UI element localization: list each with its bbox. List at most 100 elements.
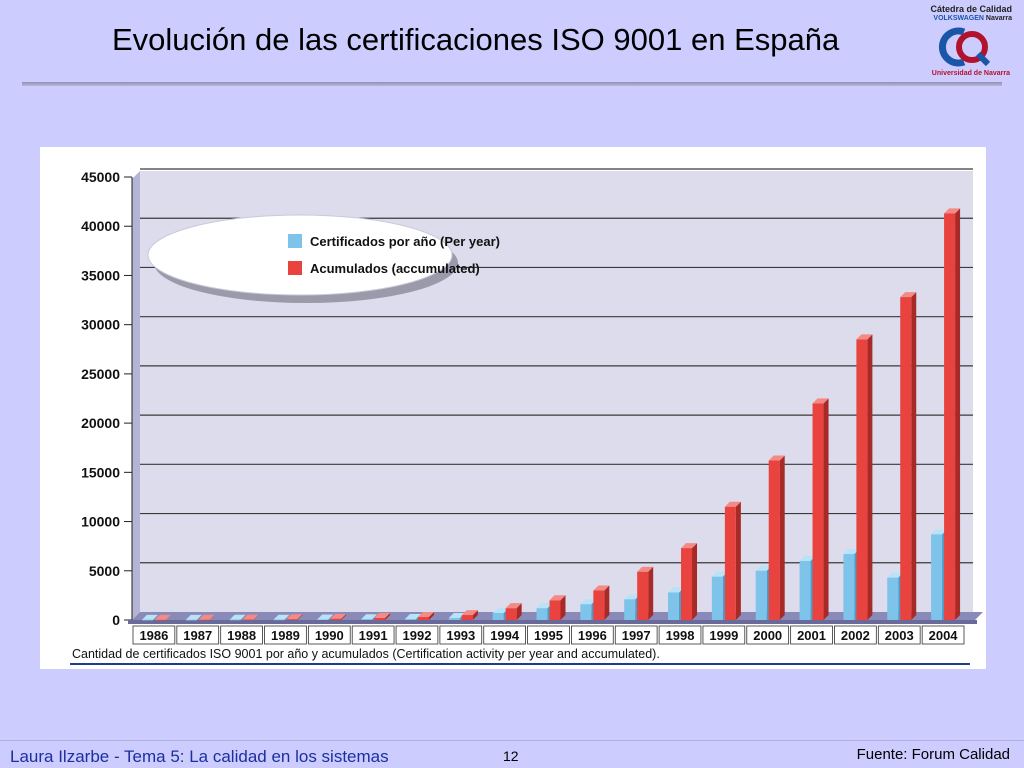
chart-panel: 0 5000 10000 15000 20000 25000 30000 35000 40000… xyxy=(40,147,986,669)
source-note: Fuente: Forum Calidad xyxy=(856,746,1010,763)
x-category-box xyxy=(834,625,877,645)
x-tick-label: 1989 xyxy=(271,628,300,643)
x-category-box xyxy=(746,625,790,645)
bar-accumulated xyxy=(286,619,298,620)
x-tick-label: 1990 xyxy=(315,628,344,643)
bar-per-year xyxy=(404,619,416,620)
bar-accumulated-side xyxy=(209,614,215,620)
logo-brand: VOLKSWAGEN xyxy=(933,15,984,22)
plot-side-wall xyxy=(132,171,140,620)
x-category-box xyxy=(483,625,526,645)
y-tick-label: 5000 xyxy=(89,563,120,579)
bar-accumulated-top xyxy=(198,614,215,620)
bar-accumulated-top xyxy=(768,455,785,461)
y-tick-label: 40000 xyxy=(81,218,120,234)
x-category-box xyxy=(395,625,439,645)
x-category-box xyxy=(307,625,351,645)
bar-per-year-side xyxy=(196,614,202,620)
bar-per-year xyxy=(755,570,767,620)
bar-accumulated-top xyxy=(461,610,478,616)
bar-per-year-top xyxy=(931,529,948,535)
footer-author: Laura Ilzarbe - Tema 5: La calidad en lo… xyxy=(10,747,389,766)
x-tick-label: 1994 xyxy=(490,628,520,643)
bar-accumulated xyxy=(944,213,956,620)
bar-accumulated xyxy=(417,617,429,620)
bar-accumulated xyxy=(724,506,736,620)
bar-accumulated-side xyxy=(911,292,917,620)
x-category-box xyxy=(351,625,395,645)
bar-accumulated-side xyxy=(823,398,829,620)
x-tick-label: 1986 xyxy=(139,628,168,643)
x-category-box xyxy=(571,625,614,645)
x-category-box xyxy=(220,625,263,645)
bar-per-year-top xyxy=(141,614,158,620)
bar-accumulated-top xyxy=(856,334,873,340)
bar-per-year-top xyxy=(273,614,290,620)
bar-per-year-side xyxy=(240,614,246,620)
bar-per-year-side xyxy=(284,614,290,620)
bar-per-year xyxy=(624,599,636,620)
chart-caption: Cantidad de certificados ISO 9001 por añ… xyxy=(72,647,660,661)
bar-per-year-side xyxy=(372,614,378,620)
bar-accumulated-side xyxy=(604,585,610,620)
x-tick-label: 1992 xyxy=(403,628,432,643)
x-tick-label: 1996 xyxy=(578,628,607,643)
bar-accumulated-top xyxy=(154,614,171,620)
logo-line-2: VOLKSWAGEN Navarra xyxy=(933,15,1012,22)
bar-accumulated xyxy=(637,571,649,620)
bar-per-year-side xyxy=(152,614,158,620)
legend-swatch-accumulated xyxy=(288,261,302,275)
x-tick-label: 2004 xyxy=(929,628,959,643)
page-number: 12 xyxy=(503,748,519,764)
bar-per-year xyxy=(361,619,373,620)
bar-per-year xyxy=(229,619,241,621)
bar-per-year xyxy=(273,619,285,621)
legend-swatch-per-year xyxy=(288,234,302,248)
bar-accumulated xyxy=(330,618,342,620)
x-category-box xyxy=(614,625,658,645)
bar-accumulated xyxy=(154,619,166,621)
bar-accumulated xyxy=(856,339,868,620)
bar-per-year xyxy=(448,618,460,620)
x-category-box xyxy=(176,625,220,645)
bar-per-year xyxy=(843,554,855,620)
logo-line-1: Cátedra de Calidad xyxy=(930,4,1012,14)
bar-accumulated xyxy=(812,403,824,620)
bar-accumulated-side xyxy=(297,614,303,620)
x-category-box xyxy=(264,625,307,645)
bar-accumulated-top xyxy=(724,501,741,507)
x-tick-label: 1997 xyxy=(622,628,651,643)
bar-accumulated-side xyxy=(165,614,171,620)
x-tick-label: 1998 xyxy=(666,628,695,643)
bar-per-year-top xyxy=(580,599,597,605)
catedra-calidad-logo: Cátedra de Calidad VOLKSWAGEN Navarra Un… xyxy=(912,4,1020,82)
bar-per-year-top xyxy=(404,614,421,620)
x-category-box xyxy=(439,625,483,645)
bar-per-year xyxy=(931,534,943,620)
x-tick-label: 2000 xyxy=(753,628,782,643)
bar-per-year xyxy=(887,577,899,620)
y-tick-label: 20000 xyxy=(81,415,120,431)
bar-per-year-top xyxy=(668,587,685,593)
bar-per-year-top xyxy=(448,613,465,619)
cq-logo-icon xyxy=(939,27,991,67)
bar-accumulated xyxy=(505,608,517,620)
bar-accumulated xyxy=(374,618,386,620)
bar-per-year xyxy=(141,619,153,621)
bar-accumulated xyxy=(242,619,254,621)
bar-accumulated-top xyxy=(681,543,698,549)
bar-accumulated-top xyxy=(593,585,610,591)
bar-accumulated xyxy=(461,615,473,620)
x-tick-label: 1991 xyxy=(359,628,388,643)
legend-box xyxy=(147,214,453,296)
bar-accumulated xyxy=(593,590,605,620)
x-tick-label: 2002 xyxy=(841,628,870,643)
y-tick-label: 30000 xyxy=(81,317,120,333)
bar-accumulated-side xyxy=(867,334,873,620)
bar-per-year xyxy=(799,560,811,620)
bar-accumulated-side xyxy=(648,566,654,620)
bar-accumulated-side xyxy=(385,613,391,620)
x-tick-label: 1999 xyxy=(709,628,738,643)
bar-accumulated-top xyxy=(637,566,654,572)
bar-per-year-top xyxy=(361,614,378,620)
